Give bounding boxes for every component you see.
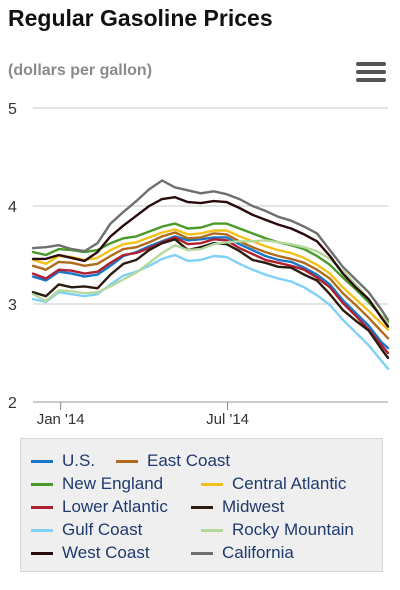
legend-label: West Coast xyxy=(62,543,150,562)
legend-item-new-england[interactable]: New England xyxy=(31,474,163,494)
series-line-gulf-coast xyxy=(31,253,390,370)
y-tick-label: 2 xyxy=(8,395,17,412)
chart-subtitle: (dollars per gallon) xyxy=(8,62,153,79)
legend-item-california[interactable]: California xyxy=(191,543,294,563)
legend-item-central-atlantic[interactable]: Central Atlantic xyxy=(201,474,346,494)
legend-swatch xyxy=(31,528,53,532)
legend-label: East Coast xyxy=(147,451,231,470)
legend-swatch xyxy=(201,482,223,486)
legend-label: Gulf Coast xyxy=(62,520,143,539)
series-line-east-coast xyxy=(31,231,390,340)
chart-title: Regular Gasoline Prices xyxy=(8,5,273,31)
chart-legend: U.S. East Coast New England Central Atlanti… xyxy=(20,438,383,572)
legend-item-lower-atlantic[interactable]: Lower Atlantic xyxy=(31,497,168,517)
series-line-u-s xyxy=(31,235,390,350)
series-line-california xyxy=(31,179,390,321)
y-tick-label: 3 xyxy=(8,297,17,314)
legend-swatch xyxy=(191,505,213,509)
legend-label: Rocky Mountain xyxy=(232,520,354,539)
legend-item-gulf-coast[interactable]: Gulf Coast xyxy=(31,520,142,540)
legend-swatch xyxy=(201,528,223,532)
legend-label: Lower Atlantic xyxy=(62,497,168,516)
legend-swatch xyxy=(31,459,53,463)
legend-item-u-s[interactable]: U.S. xyxy=(31,451,95,471)
x-tick-label: Jul '14 xyxy=(206,411,249,428)
y-tick-label: 4 xyxy=(8,199,17,216)
legend-label: U.S. xyxy=(62,451,96,470)
legend-item-east-coast[interactable]: East Coast xyxy=(116,451,230,471)
legend-swatch xyxy=(31,482,53,486)
legend-label: Midwest xyxy=(222,497,285,516)
legend-swatch xyxy=(116,459,138,463)
line-chart: 2 3 4 5 Jan '14 Jul '14 xyxy=(8,101,390,428)
y-tick-label: 5 xyxy=(8,101,17,118)
series-line-central-atlantic xyxy=(31,228,390,331)
legend-item-rocky-mountain[interactable]: Rocky Mountain xyxy=(201,520,354,540)
legend-swatch xyxy=(31,505,53,509)
legend-label: California xyxy=(222,543,294,562)
legend-swatch xyxy=(191,551,213,555)
series-line-lower-atlantic xyxy=(31,236,390,355)
legend-item-west-coast[interactable]: West Coast xyxy=(31,543,150,563)
hamburger-menu-icon[interactable] xyxy=(356,62,386,88)
legend-label: Central Atlantic xyxy=(232,474,347,493)
legend-label: New England xyxy=(62,474,164,493)
series-line-west-coast xyxy=(31,195,390,328)
legend-swatch xyxy=(31,551,53,555)
legend-item-midwest[interactable]: Midwest xyxy=(191,497,284,517)
series-line-new-england xyxy=(31,222,390,323)
x-tick-label: Jan '14 xyxy=(37,411,85,428)
